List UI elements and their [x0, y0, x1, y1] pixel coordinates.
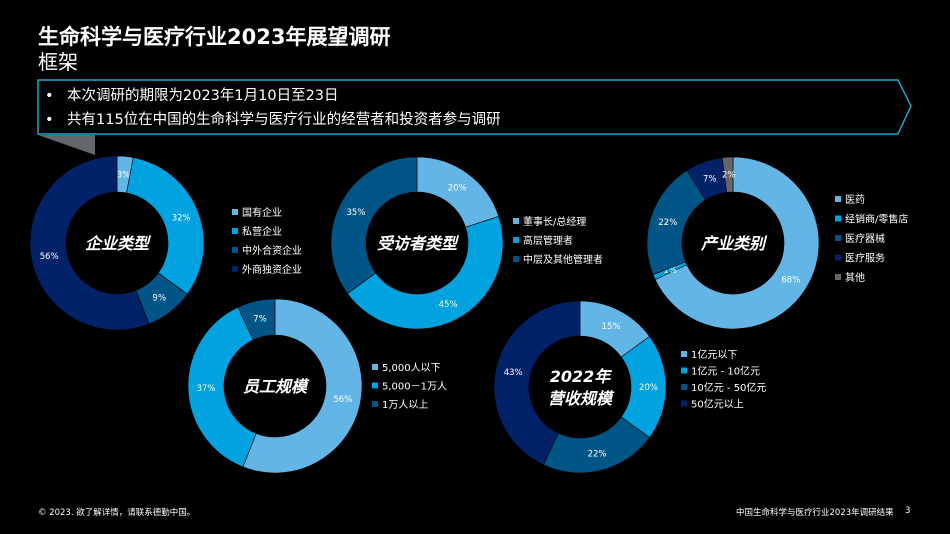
legend-label: 私营企业 — [242, 225, 282, 238]
legend-label: 医疗器械 — [845, 232, 885, 245]
legend-swatch — [232, 209, 238, 215]
legend-label: 1亿元 - 10亿元 — [691, 365, 760, 378]
legend-label: 高层管理者 — [523, 234, 573, 247]
slice-percent-label: 32% — [172, 214, 191, 224]
legend-label: 国有企业 — [242, 206, 282, 219]
page-subtitle: 框架 — [38, 50, 78, 74]
legend-label: 1亿元以下 — [691, 348, 737, 361]
donut-slice — [721, 156, 734, 193]
slice-percent-label: 1% — [663, 266, 677, 276]
callout-pointer — [38, 135, 95, 155]
donut-slice — [29, 155, 150, 331]
donut-chart-4: 56% 37% 7% 员工规模 5,000人以下 5,000－1万人 1万人以上 — [187, 298, 447, 474]
slice-percent-label: 3% — [117, 170, 131, 180]
slice-percent-label: 9% — [153, 294, 167, 304]
donut-slice — [242, 298, 363, 474]
slice-percent-label: 20% — [639, 383, 658, 393]
chart-legend: 5,000人以下 5,000－1万人 1万人以上 — [372, 362, 447, 411]
legend-swatch — [232, 228, 238, 234]
legend-swatch — [372, 401, 378, 407]
slice-percent-label: 2% — [722, 171, 736, 181]
legend-label: 经销商/零售店 — [845, 213, 908, 226]
donut-center-label: 2022年 — [550, 367, 613, 386]
callout-bullet: • 本次调研的期限为2023年1月10日至23日 — [45, 88, 339, 104]
legend-swatch — [232, 266, 238, 272]
legend-label: 5,000人以下 — [382, 362, 441, 374]
slice-percent-label: 68% — [781, 276, 800, 286]
legend-swatch — [835, 254, 841, 261]
legend-swatch — [835, 274, 841, 280]
slice-percent-label: 56% — [40, 252, 59, 262]
legend-swatch — [372, 364, 378, 370]
donut-slice — [654, 156, 820, 330]
slice-percent-label: 15% — [602, 322, 621, 332]
donut-slice — [237, 298, 276, 341]
slice-percent-label: 37% — [197, 384, 216, 394]
donut-center-label: 营收规模 — [548, 389, 615, 408]
donut-slice — [126, 157, 205, 295]
slice-percent-label: 35% — [347, 208, 366, 218]
legend-swatch — [513, 256, 519, 262]
legend-swatch — [835, 215, 841, 222]
legend-label: 董事长/总经理 — [523, 215, 586, 228]
legend-swatch — [232, 247, 238, 253]
legend-swatch — [835, 196, 841, 202]
slice-percent-label: 22% — [658, 218, 677, 228]
legend-label: 50亿元以上 — [691, 398, 744, 411]
legend-label: 10亿元 - 50亿元 — [691, 381, 766, 394]
legend-swatch — [372, 382, 378, 389]
legend-swatch — [835, 235, 841, 241]
legend-label: 其他 — [845, 271, 865, 284]
chart-legend: 1亿元以下 1亿元 - 10亿元 10亿元 - 50亿元 50亿元以上 — [681, 348, 766, 411]
slice-percent-label: 43% — [504, 368, 523, 378]
donut-center-label: 企业类型 — [85, 234, 152, 253]
legend-label: 中层及其他管理者 — [523, 253, 603, 266]
slice-percent-label: 56% — [333, 395, 352, 405]
legend-swatch — [513, 218, 519, 224]
legend-swatch — [681, 351, 687, 357]
legend-swatch — [681, 367, 687, 374]
slice-percent-label: 22% — [588, 449, 607, 459]
slice-percent-label: 45% — [439, 300, 458, 310]
donut-slice — [493, 300, 581, 466]
legend-label: 医药 — [845, 194, 865, 206]
callout-border — [37, 79, 912, 135]
legend-swatch — [681, 384, 687, 390]
donut-slice — [187, 306, 257, 468]
legend-label: 医疗服务 — [845, 252, 885, 265]
callout-bullets: • 本次调研的期限为2023年1月10日至23日 • 共有115位在中国的生命科学与… — [45, 84, 501, 132]
legend-swatch — [681, 400, 687, 407]
donut-center-label: 员工规模 — [243, 377, 310, 396]
callout-box — [37, 79, 912, 155]
legend-label: 中外合资企业 — [242, 244, 302, 257]
callout-bullet: • 共有115位在中国的生命科学与医疗行业的经营者和投资者参与调研 — [45, 112, 501, 128]
legend-label: 1万人以上 — [382, 399, 428, 411]
legend-label: 5,000－1万人 — [382, 381, 447, 393]
slice-percent-label: 20% — [448, 184, 467, 194]
page-title: 生命科学与医疗行业2023年展望调研 — [38, 25, 391, 49]
donut-slice — [347, 216, 504, 330]
legend-label: 外商独资企业 — [242, 263, 302, 276]
slice-percent-label: 7% — [253, 315, 267, 325]
donut-center-label: 产业类别 — [700, 234, 768, 253]
donut-slice — [330, 156, 418, 294]
footer-report-name: 中国生命科学与医疗行业2023年调研结果 — [736, 508, 894, 518]
legend-swatch — [513, 237, 519, 243]
slice-percent-label: 7% — [703, 175, 717, 185]
page-number: 3 — [905, 506, 911, 516]
footer-copyright: © 2023. 欲了解详情，请联系德勤中国。 — [38, 508, 196, 518]
donut-center-label: 受访者类型 — [377, 234, 460, 253]
